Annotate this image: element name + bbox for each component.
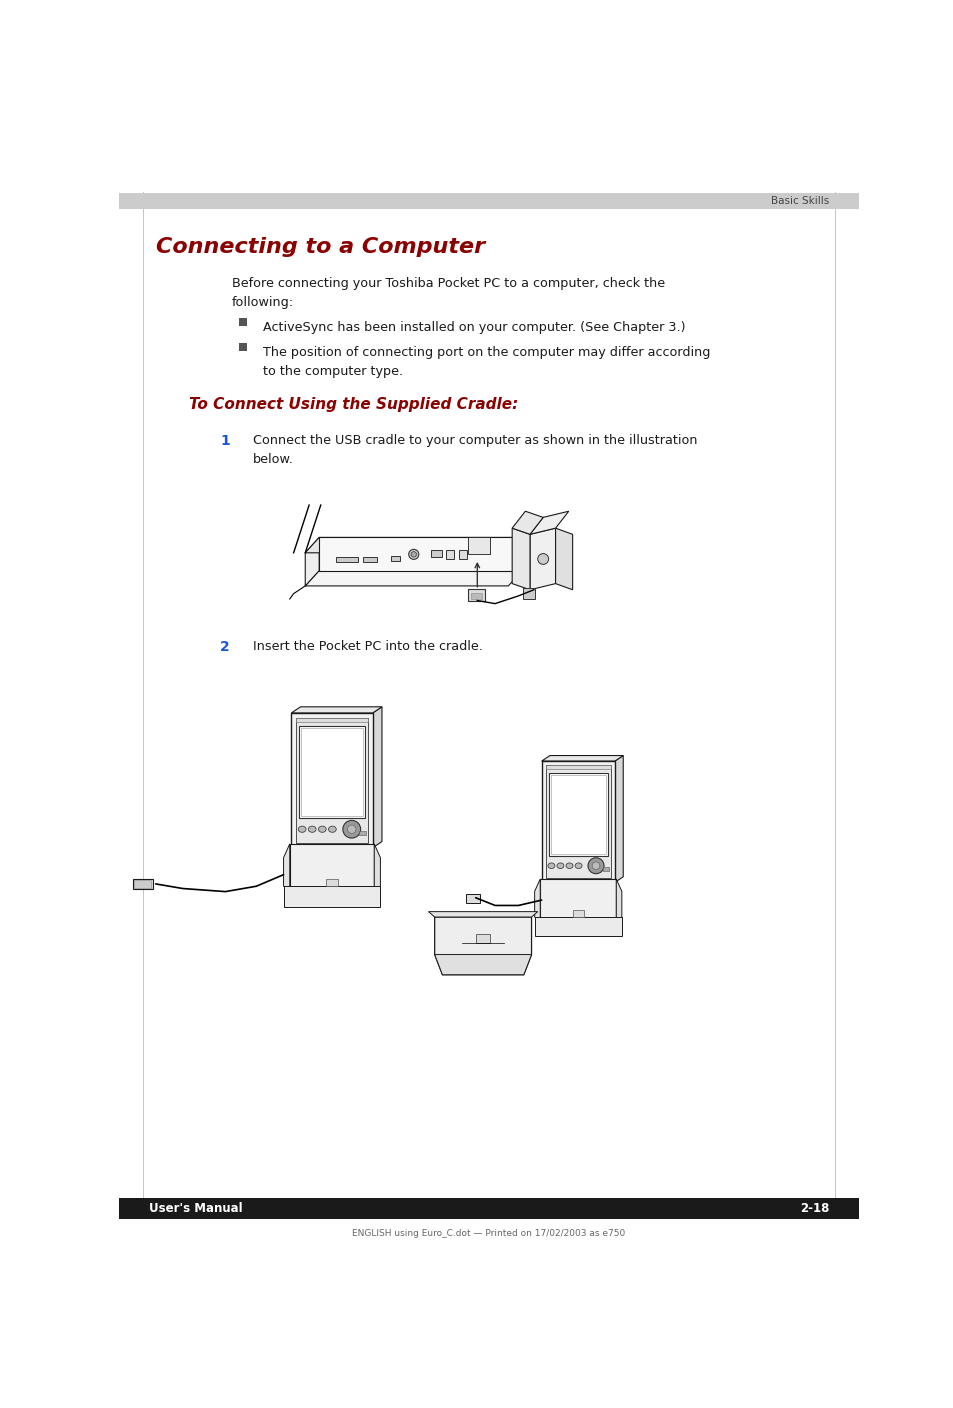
Text: Before connecting your Toshiba Pocket PC to a computer, check the: Before connecting your Toshiba Pocket PC…	[232, 277, 664, 290]
Bar	[545, 766, 610, 879]
Text: 2-18: 2-18	[799, 1202, 828, 1215]
Text: The position of connecting port on the computer may differ according: The position of connecting port on the c…	[262, 346, 709, 359]
Bar	[325, 879, 337, 886]
Polygon shape	[373, 707, 381, 848]
Bar	[390, 556, 399, 560]
Bar	[298, 727, 365, 818]
Bar	[301, 728, 362, 817]
Bar	[548, 773, 607, 856]
Ellipse shape	[318, 826, 326, 832]
Bar	[468, 589, 484, 601]
Bar	[572, 910, 583, 917]
Polygon shape	[555, 528, 572, 590]
Polygon shape	[616, 879, 621, 921]
Polygon shape	[283, 886, 380, 907]
Text: Insert the Pocket PC into the cradle.: Insert the Pocket PC into the cradle.	[253, 639, 482, 653]
Bar	[545, 766, 610, 769]
Circle shape	[342, 821, 360, 838]
Polygon shape	[530, 511, 568, 534]
Bar	[133, 880, 151, 888]
Text: ENGLISH using Euro_C.dot — Printed on 17/02/2003 as e750: ENGLISH using Euro_C.dot — Printed on 17…	[352, 1229, 625, 1239]
Polygon shape	[541, 756, 622, 762]
Bar	[459, 551, 467, 559]
Bar	[295, 718, 368, 722]
Text: User's Manual: User's Manual	[149, 1202, 242, 1215]
Circle shape	[347, 825, 355, 834]
Circle shape	[411, 552, 416, 558]
Polygon shape	[290, 843, 374, 890]
Polygon shape	[615, 756, 622, 883]
Bar	[476, 934, 490, 943]
Ellipse shape	[565, 863, 573, 869]
Polygon shape	[305, 538, 521, 553]
Bar	[465, 894, 479, 903]
Polygon shape	[291, 707, 381, 712]
Polygon shape	[530, 528, 555, 590]
Polygon shape	[539, 879, 616, 921]
Bar	[363, 556, 377, 562]
Ellipse shape	[308, 826, 315, 832]
Bar	[335, 556, 357, 562]
Text: Connect the USB cradle to your computer as shown in the illustration: Connect the USB cradle to your computer …	[253, 434, 697, 448]
Bar	[446, 551, 454, 559]
Bar	[291, 712, 373, 848]
Bar	[239, 318, 247, 327]
Circle shape	[537, 553, 548, 565]
Bar	[133, 879, 153, 890]
Text: Basic Skills: Basic Skills	[770, 196, 828, 206]
Polygon shape	[428, 911, 537, 917]
Bar	[119, 193, 858, 208]
Bar	[550, 774, 605, 853]
Ellipse shape	[557, 863, 563, 869]
Polygon shape	[435, 917, 531, 974]
Polygon shape	[305, 570, 521, 586]
Ellipse shape	[575, 863, 581, 869]
Text: 2: 2	[220, 639, 230, 653]
Polygon shape	[305, 538, 319, 586]
Text: below.: below.	[253, 453, 294, 466]
Text: following:: following:	[232, 296, 294, 308]
Circle shape	[408, 549, 418, 559]
Text: ActiveSync has been installed on your computer. (See Chapter 3.): ActiveSync has been installed on your co…	[262, 321, 684, 334]
Polygon shape	[534, 917, 621, 936]
Bar	[602, 867, 608, 872]
Circle shape	[592, 862, 599, 870]
Bar	[522, 589, 535, 598]
Ellipse shape	[298, 826, 306, 832]
Text: To Connect Using the Supplied Cradle:: To Connect Using the Supplied Cradle:	[189, 397, 517, 413]
Text: 1: 1	[220, 434, 230, 448]
Bar	[359, 831, 365, 835]
Bar	[119, 1198, 858, 1219]
Polygon shape	[283, 843, 290, 890]
Bar	[239, 344, 247, 351]
Ellipse shape	[547, 863, 555, 869]
Bar	[431, 551, 441, 558]
Ellipse shape	[328, 826, 335, 832]
Polygon shape	[374, 843, 380, 890]
Polygon shape	[534, 879, 539, 921]
Circle shape	[587, 857, 603, 874]
Polygon shape	[512, 528, 530, 590]
Bar	[471, 593, 481, 598]
Polygon shape	[435, 955, 531, 974]
Text: Connecting to a Computer: Connecting to a Computer	[156, 237, 485, 256]
Bar	[295, 718, 368, 843]
Text: to the computer type.: to the computer type.	[262, 365, 402, 377]
Polygon shape	[319, 538, 521, 570]
Bar	[541, 762, 615, 883]
Polygon shape	[512, 511, 542, 534]
Polygon shape	[468, 538, 489, 555]
